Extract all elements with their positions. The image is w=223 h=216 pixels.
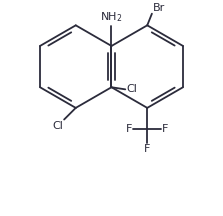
Text: F: F <box>144 144 151 154</box>
Text: Cl: Cl <box>126 84 137 94</box>
Text: Cl: Cl <box>52 121 63 131</box>
Text: NH$_2$: NH$_2$ <box>100 10 123 24</box>
Text: Br: Br <box>153 3 165 13</box>
Text: F: F <box>126 124 132 134</box>
Text: F: F <box>162 124 168 134</box>
